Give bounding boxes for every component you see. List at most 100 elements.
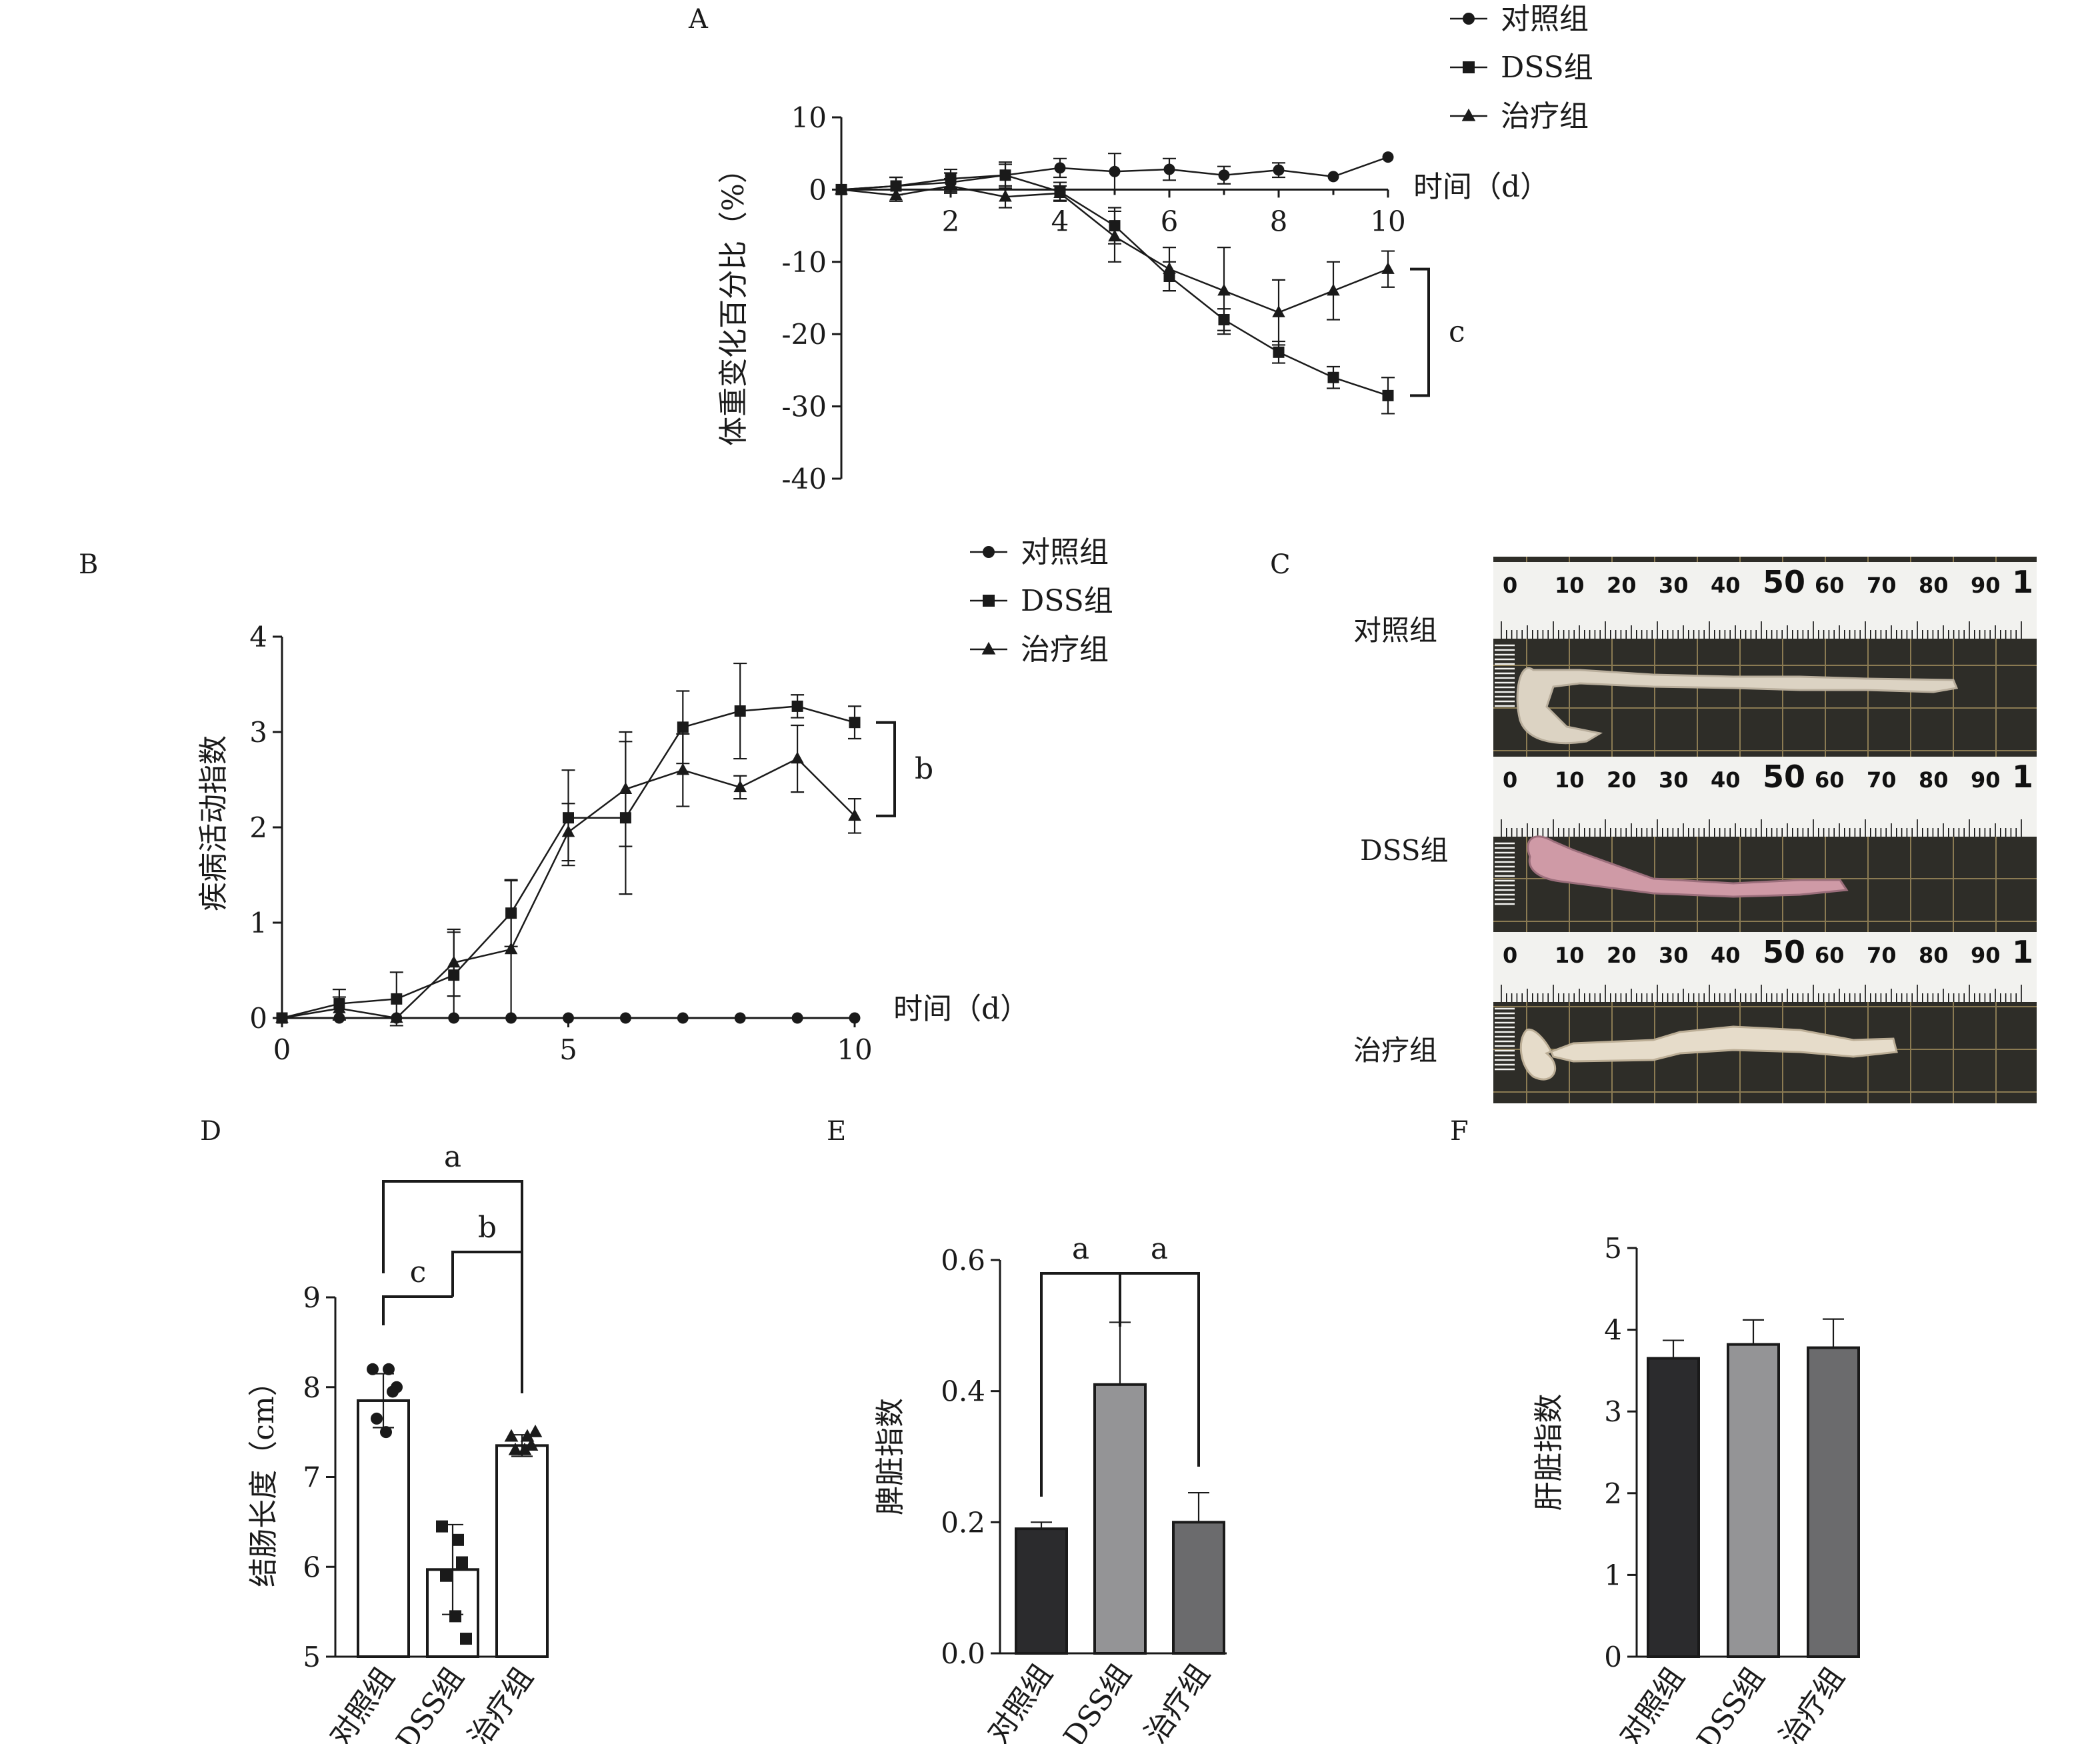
data-point-2-5 xyxy=(1108,229,1121,242)
significance-bracket xyxy=(1410,267,1430,397)
ruler-number: 1 xyxy=(2012,934,2033,970)
ruler-number: 20 xyxy=(1607,767,1637,793)
x-tick-label: DSS组 xyxy=(1057,1658,1138,1744)
ruler-number: 20 xyxy=(1607,573,1637,598)
bar-2 xyxy=(495,1444,549,1658)
data-point-2-8 xyxy=(1272,305,1285,317)
ruler-number: 60 xyxy=(1815,573,1845,598)
data-dot xyxy=(452,1533,464,1546)
data-dot xyxy=(520,1429,535,1442)
y-tick-label: 7 xyxy=(303,1461,321,1494)
data-point-1-3 xyxy=(999,169,1011,181)
bar-1 xyxy=(1093,1383,1147,1655)
ruler-number: 0 xyxy=(1503,943,1517,968)
bar-0 xyxy=(1647,1357,1700,1658)
panel-label-c: C xyxy=(1270,549,1291,580)
data-dot xyxy=(456,1556,468,1569)
colon-dss xyxy=(1527,835,1849,898)
colon-control xyxy=(1516,667,1959,745)
data-point-0-6 xyxy=(619,1012,631,1024)
y-tick-label: 4 xyxy=(1604,1314,1622,1347)
y-tick-label: 5 xyxy=(1604,1232,1622,1265)
y-tick-label: 9 xyxy=(303,1281,321,1314)
ruler-strip xyxy=(1493,562,2037,639)
data-dot xyxy=(460,1633,472,1645)
data-point-2-8 xyxy=(733,780,747,793)
panel-label-b: B xyxy=(79,549,98,580)
y-tick-label: 2 xyxy=(249,811,267,844)
y-tick-label: 0.0 xyxy=(941,1637,985,1670)
x-tick-label: 8 xyxy=(1270,205,1288,237)
ruler-number: 10 xyxy=(1555,943,1585,968)
data-point-1-8 xyxy=(1273,346,1285,358)
y-tick-label: -40 xyxy=(781,463,827,495)
y-tick-label: 0.6 xyxy=(941,1244,985,1277)
data-point-1-9 xyxy=(1327,371,1339,383)
ruler-number: 90 xyxy=(1971,573,2001,598)
data-point-2-3 xyxy=(999,189,1012,202)
legend-marker xyxy=(1461,108,1476,121)
data-point-0-10 xyxy=(1382,151,1394,163)
legend-marker xyxy=(1463,61,1475,73)
y-tick-label: 3 xyxy=(1604,1395,1622,1428)
panel-label-f: F xyxy=(1450,1116,1469,1147)
ruler-number: 80 xyxy=(1919,767,1949,793)
legend-marker xyxy=(983,595,995,607)
y-axis-label: 疾病活动指数 xyxy=(197,735,231,911)
data-point-2-7 xyxy=(1217,283,1231,296)
y-tick-label: 3 xyxy=(249,716,267,749)
x-tick-label: 10 xyxy=(837,1033,872,1066)
significance-label: c xyxy=(1449,315,1465,349)
data-point-1-9 xyxy=(791,700,803,712)
significance-label: a xyxy=(1072,1232,1089,1266)
y-tick-label: 0 xyxy=(1604,1641,1622,1673)
y-tick-label: 1 xyxy=(249,907,267,939)
ruler-number: 80 xyxy=(1919,943,1949,968)
ruler-number: 90 xyxy=(1971,767,2001,793)
significance-bracket xyxy=(451,1251,523,1393)
data-point-2-1 xyxy=(889,188,903,201)
data-point-2-9 xyxy=(1327,283,1340,296)
ruler-number: 0 xyxy=(1503,573,1517,598)
y-tick-label: 6 xyxy=(303,1551,321,1583)
y-tick-label: 8 xyxy=(303,1371,321,1404)
data-point-1-10 xyxy=(1382,389,1394,401)
y-tick-label: 2 xyxy=(1604,1477,1622,1510)
legend-label: 对照组 xyxy=(1501,2,1589,36)
significance-bracket xyxy=(876,721,896,817)
ruler-number: 30 xyxy=(1659,943,1689,968)
ruler-number: 0 xyxy=(1503,767,1517,793)
data-point-0-9 xyxy=(791,1012,803,1024)
ruler-number: 10 xyxy=(1555,767,1585,793)
y-tick-label: 5 xyxy=(303,1641,321,1673)
data-dot xyxy=(440,1569,452,1582)
legend-label: DSS组 xyxy=(1021,584,1113,618)
x-tick-label: 治疗组 xyxy=(1139,1658,1217,1744)
data-point-0-7 xyxy=(1218,169,1230,181)
y-tick-label: 4 xyxy=(249,621,267,653)
significance-label: b xyxy=(915,752,933,786)
x-tick-label: 治疗组 xyxy=(462,1661,540,1744)
ruler-number: 90 xyxy=(1971,943,2001,968)
data-point-2-7 xyxy=(676,763,690,775)
ruler-number: 50 xyxy=(1763,934,1805,970)
data-point-0-5 xyxy=(563,1012,574,1024)
x-tick-label: 对照组 xyxy=(323,1661,401,1744)
data-point-1-1 xyxy=(890,180,902,192)
data-point-0-9 xyxy=(1327,171,1339,183)
data-point-0-10 xyxy=(849,1012,861,1024)
ruler-number: 70 xyxy=(1867,943,1897,968)
data-point-0-6 xyxy=(1163,163,1175,175)
y-axis-label: 脾脏指数 xyxy=(873,1398,907,1515)
x-tick-label: 2 xyxy=(942,205,960,237)
legend-marker xyxy=(1463,13,1475,25)
data-dot xyxy=(504,1429,519,1442)
data-dot xyxy=(528,1424,543,1437)
data-dot xyxy=(436,1520,448,1533)
significance-label: c xyxy=(410,1255,427,1289)
significance-bracket xyxy=(1119,1272,1200,1467)
legend-label: 治疗组 xyxy=(1021,633,1109,667)
x-axis-label: 时间（d） xyxy=(1413,170,1549,204)
